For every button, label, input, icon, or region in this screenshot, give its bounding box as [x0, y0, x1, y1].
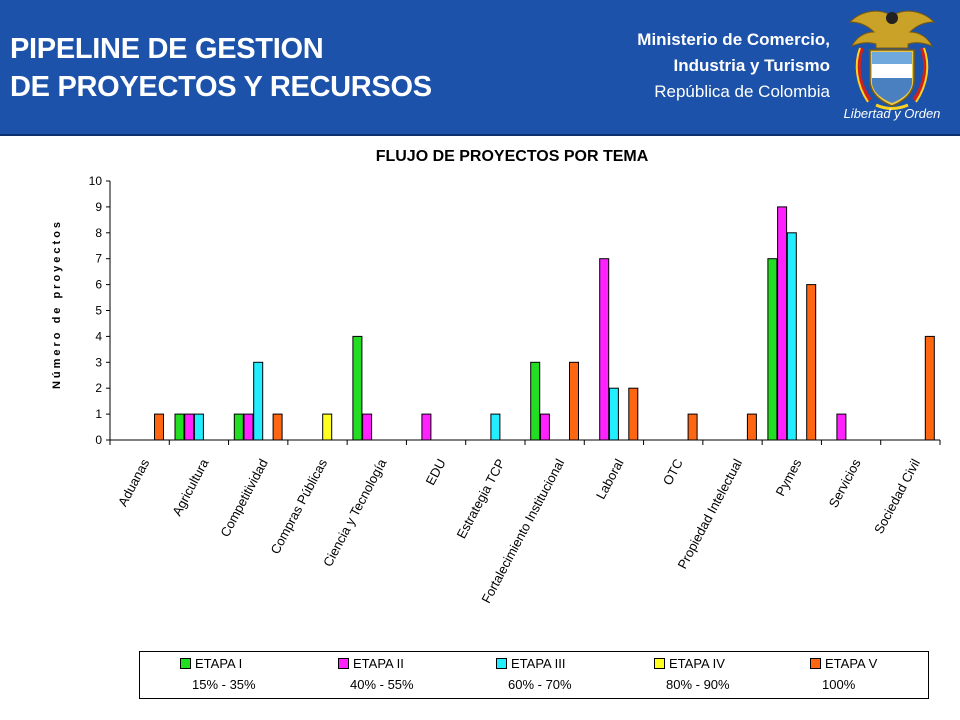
page-title-line-2: DE PROYECTOS Y RECURSOS	[10, 71, 432, 103]
header-banner: PIPELINE DE GESTION DE PROYECTOS Y RECUR…	[0, 0, 960, 136]
legend-swatch	[338, 658, 349, 669]
legend-item: ETAPA I 15% - 35%	[180, 656, 256, 692]
legend-item: ETAPA II 40% - 55%	[338, 656, 414, 692]
chart-legend: ETAPA I 15% - 35% ETAPA II 40% - 55% ETAPA I…	[139, 651, 929, 699]
x-tick-label: Agricultura	[169, 456, 212, 519]
x-tick-label: Competitividad	[217, 456, 271, 539]
legend-item: ETAPA V 100%	[810, 656, 877, 692]
bar-etapa-i	[174, 413, 185, 441]
bar-etapa-v	[272, 413, 283, 441]
bar-etapa-iii	[608, 387, 619, 441]
legend-swatch	[496, 658, 507, 669]
x-tick-label: EDU	[423, 456, 449, 487]
bar-etapa-iii	[490, 413, 501, 441]
bar-etapa-iii	[253, 361, 264, 441]
legend-series-name: ETAPA II	[353, 656, 404, 671]
x-tick-label: Pymes	[773, 456, 805, 499]
y-tick-label: 3	[95, 355, 102, 369]
bar-chart: FLUJO DE PROYECTOS POR TEMA Número de pr…	[51, 148, 941, 606]
bar-etapa-v	[154, 413, 164, 441]
y-tick-label: 6	[95, 278, 102, 292]
bar-etapa-ii	[362, 413, 373, 441]
ministry-line-1: Ministerio de Comercio,	[637, 30, 830, 49]
bar-etapa-ii	[243, 413, 254, 441]
legend-series-range: 60% - 70%	[508, 677, 572, 692]
bar-etapa-ii	[184, 413, 195, 441]
bar-etapa-v	[746, 413, 757, 441]
legend-item: ETAPA IV 80% - 90%	[654, 656, 730, 692]
bar-etapa-v	[924, 335, 935, 441]
bar-etapa-i	[767, 258, 778, 441]
y-axis-label: Número de proyectos	[51, 219, 63, 389]
legend-series-range: 40% - 55%	[350, 677, 414, 692]
x-tick-label: Servicios	[826, 456, 864, 510]
chart-bars	[154, 206, 935, 441]
ministry-line-3: República de Colombia	[654, 82, 830, 101]
crest-motto: Libertad y Orden	[843, 106, 941, 121]
x-tick-label: Compras Públicas	[267, 456, 330, 557]
bar-etapa-ii	[777, 206, 788, 441]
page-title: PIPELINE DE GESTION DE PROYECTOS Y RECUR…	[10, 30, 432, 106]
x-tick-label: OTC	[660, 456, 686, 487]
legend-swatch	[180, 658, 191, 669]
bar-etapa-ii	[836, 413, 847, 441]
bar-etapa-ii	[539, 413, 550, 441]
x-tick-label: Sociedad Civil	[871, 456, 923, 536]
x-tick-label: Aduanas	[115, 456, 153, 509]
bar-etapa-v	[687, 413, 698, 441]
bar-etapa-v	[628, 387, 639, 441]
page-title-line-1: PIPELINE DE GESTION	[10, 33, 324, 65]
bar-etapa-ii	[599, 258, 610, 441]
y-tick-label: 0	[95, 433, 102, 447]
bar-etapa-iii	[786, 232, 797, 441]
legend-series-range: 80% - 90%	[666, 677, 730, 692]
bar-etapa-iii	[193, 413, 204, 441]
y-tick-label: 9	[95, 200, 102, 214]
y-tick-label: 8	[95, 226, 102, 240]
legend-swatch	[654, 658, 665, 669]
ministry-name: Ministerio de Comercio, Industria y Turi…	[637, 27, 830, 105]
x-tick-label: Ciencia y Tecnología	[320, 456, 390, 569]
y-tick-label: 7	[95, 252, 102, 266]
bar-etapa-v	[569, 361, 579, 441]
legend-series-range: 15% - 35%	[192, 677, 256, 692]
bar-etapa-i	[530, 361, 541, 441]
y-tick-label: 1	[95, 407, 102, 421]
bar-etapa-i	[352, 335, 363, 441]
legend-series-name: ETAPA V	[825, 656, 878, 671]
ministry-line-2: Industria y Turismo	[673, 56, 831, 75]
legend-series-range: 100%	[822, 677, 856, 692]
y-tick-label: 4	[95, 329, 102, 343]
y-tick-label: 10	[89, 174, 103, 188]
legend-item: ETAPA III 60% - 70%	[496, 656, 572, 692]
bar-etapa-ii	[421, 413, 432, 441]
y-tick-label: 5	[95, 304, 102, 318]
chart-title: FLUJO DE PROYECTOS POR TEMA	[376, 148, 649, 165]
x-tick-label: Propiedad Intelectual	[675, 456, 746, 571]
x-tick-label: Laboral	[593, 456, 627, 501]
bar-etapa-v	[806, 284, 817, 441]
y-tick-label: 2	[95, 381, 102, 395]
legend-series-name: ETAPA IV	[669, 656, 725, 671]
chart-tick-labels: 0 1 2 3 4 5 6 7 8 9 10 Aduanas Agricultura Competitiv…	[89, 174, 923, 606]
legend-series-name: ETAPA III	[511, 656, 566, 671]
bar-etapa-iv	[322, 413, 333, 441]
legend-series-name: ETAPA I	[195, 656, 243, 671]
coat-of-arms-icon	[848, 10, 936, 110]
bar-etapa-i	[233, 413, 244, 441]
legend-swatch	[810, 658, 821, 669]
x-tick-label: Estrategia TCP	[453, 456, 508, 541]
